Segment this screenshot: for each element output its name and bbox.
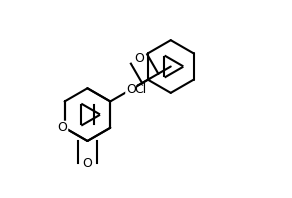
Text: O: O [134, 52, 144, 66]
Text: O: O [58, 121, 67, 134]
Text: O: O [83, 157, 92, 170]
Text: Cl: Cl [135, 83, 147, 96]
Text: O: O [126, 83, 136, 96]
